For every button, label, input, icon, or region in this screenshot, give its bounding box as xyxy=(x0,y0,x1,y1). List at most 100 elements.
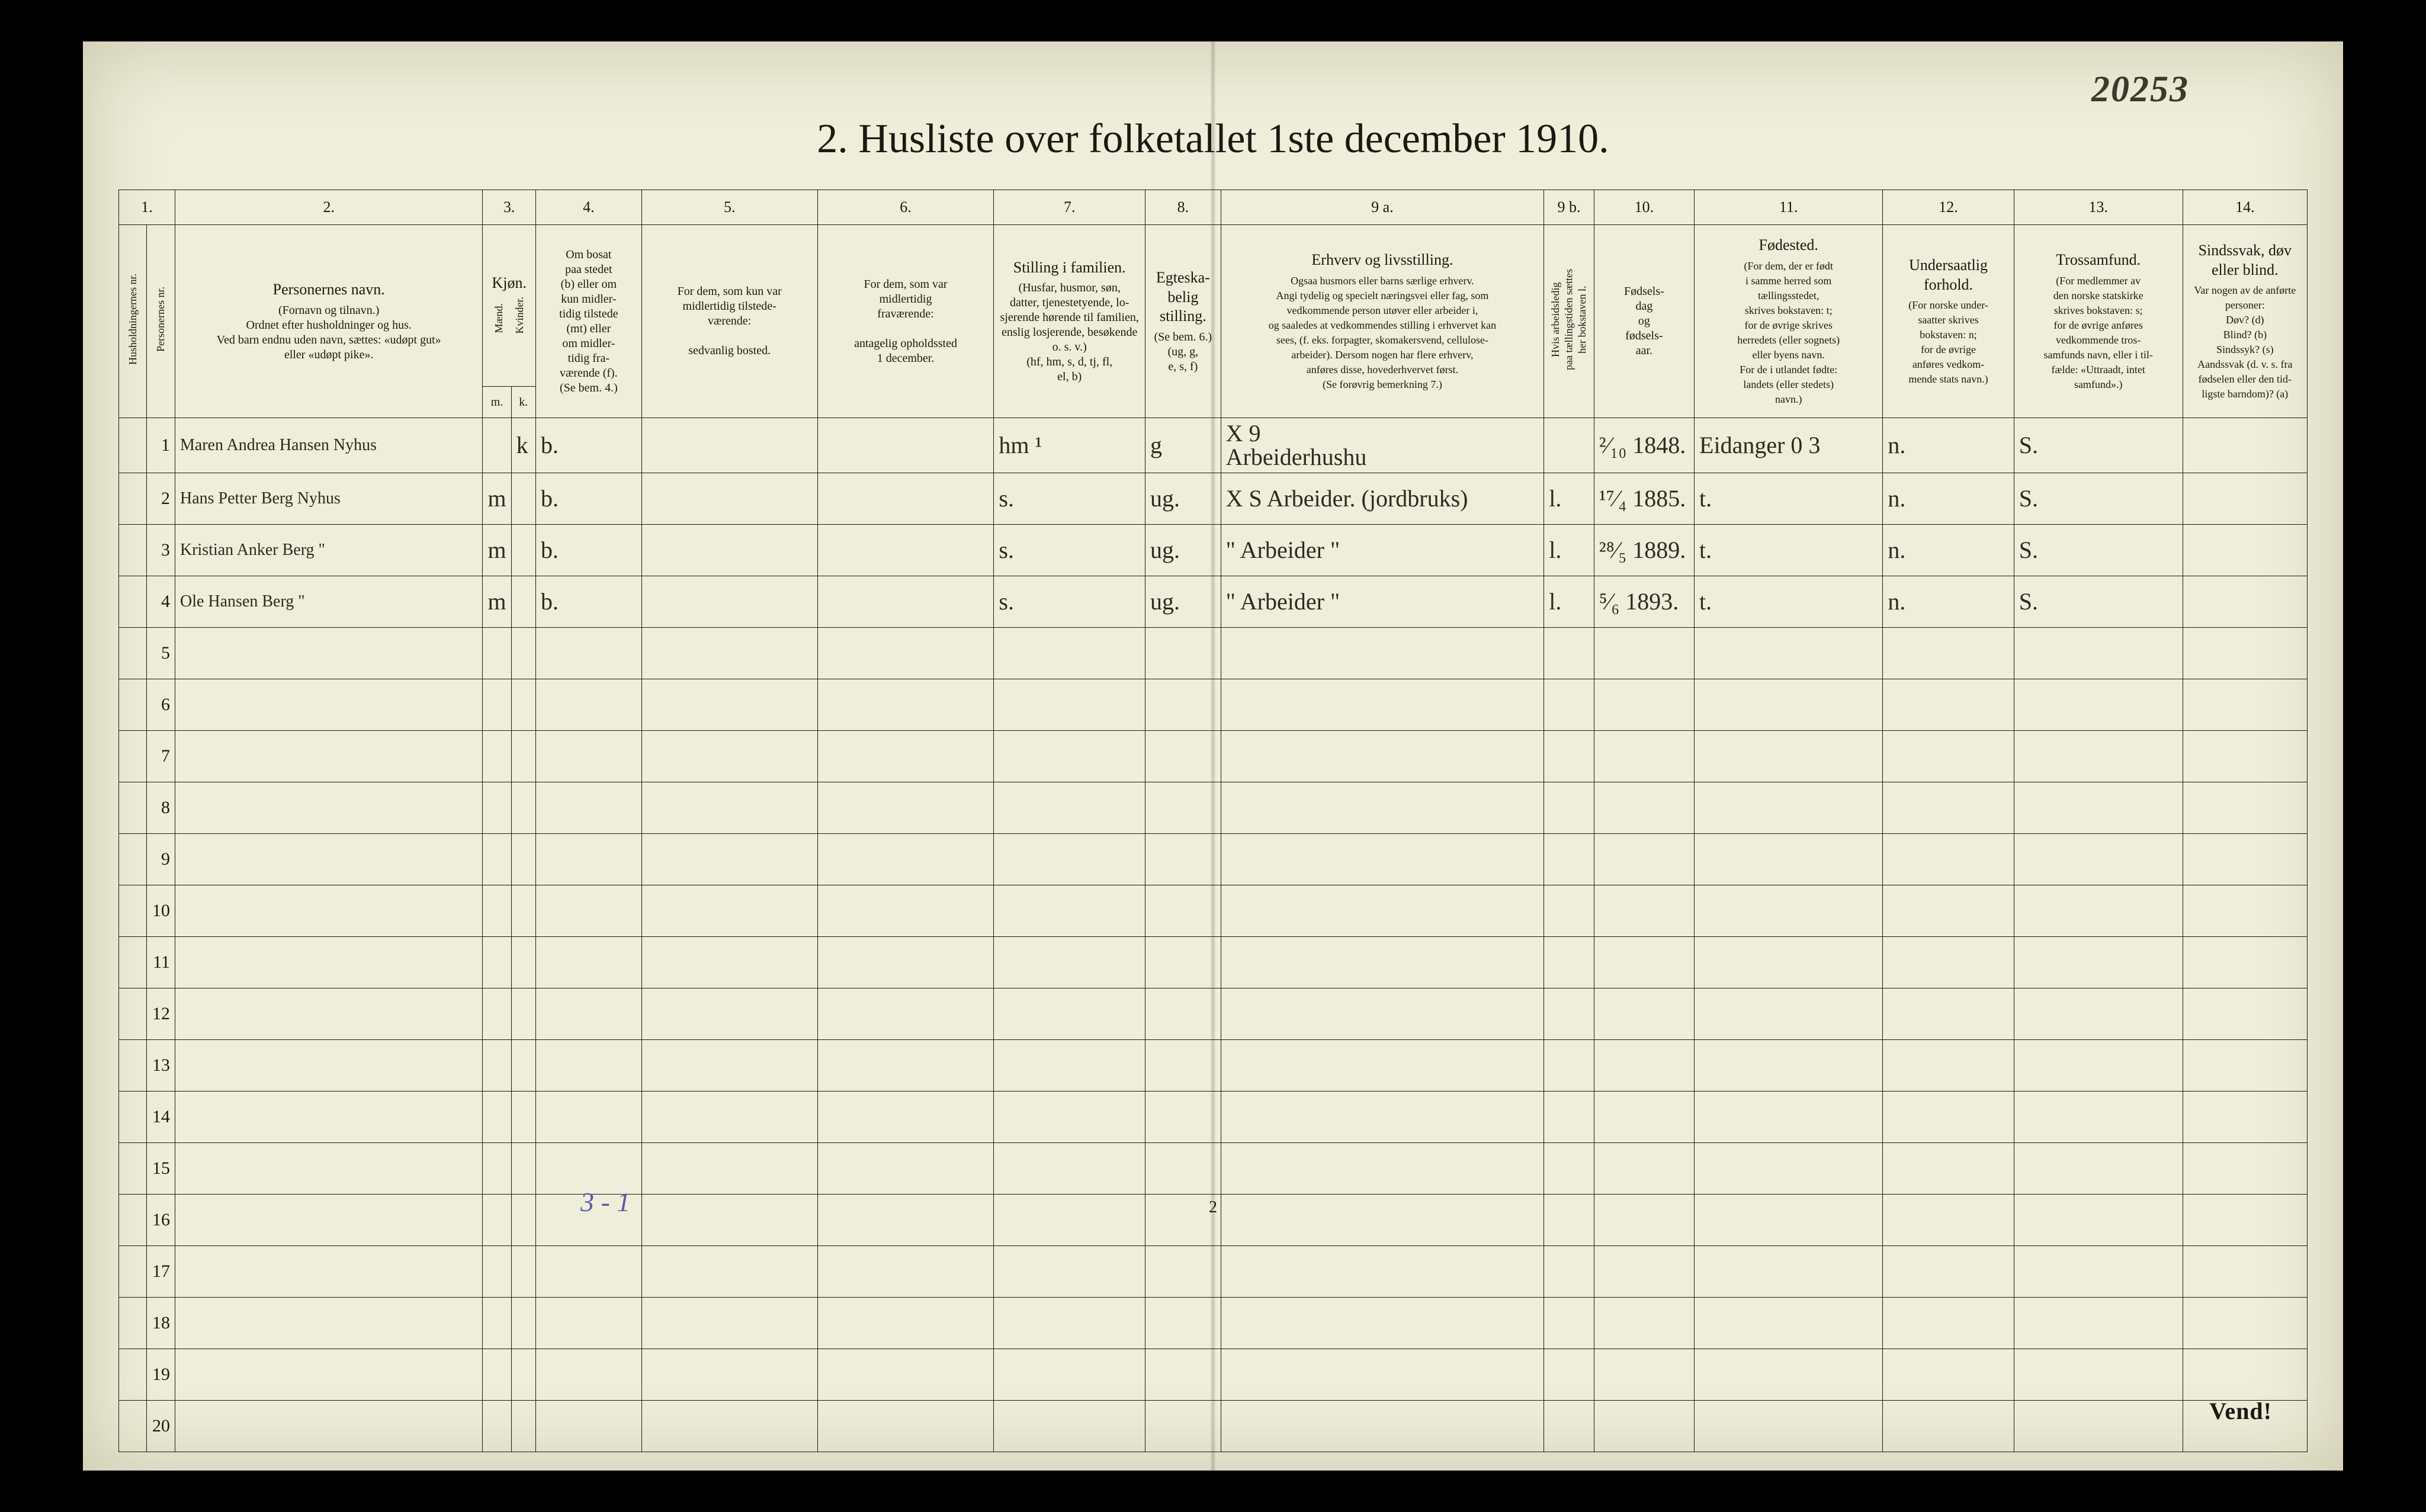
cell-birthdate xyxy=(1594,1349,1694,1401)
colnum-9a: 9 a. xyxy=(1221,190,1544,225)
cell-unemployed: l. xyxy=(1544,576,1594,628)
cell-temp-present xyxy=(641,1195,817,1246)
head-1a: Husholdningernes nr. xyxy=(119,225,147,418)
cell-religion xyxy=(2014,1195,2183,1246)
cell-sex-k xyxy=(511,937,535,988)
cell-religion xyxy=(2014,937,2183,988)
table-row: 6 xyxy=(119,679,2308,731)
cell-sex-m xyxy=(483,1040,511,1092)
table-row: 20 xyxy=(119,1401,2308,1452)
table-row: 11 xyxy=(119,937,2308,988)
cell-unemployed xyxy=(1544,1195,1594,1246)
cell-disability xyxy=(2183,1195,2307,1246)
ledger-body: 1Maren Andrea Hansen Nyhuskb.hm ¹gX 9 Ar… xyxy=(119,418,2308,1452)
cell-birthdate xyxy=(1594,1401,1694,1452)
rownum-household xyxy=(119,1298,147,1349)
cell-birthdate xyxy=(1594,834,1694,885)
cell-nationality: n. xyxy=(1883,576,2014,628)
colnum-9b: 9 b. xyxy=(1544,190,1594,225)
cell-temp-present xyxy=(641,473,817,525)
cell-religion: S. xyxy=(2014,576,2183,628)
table-row: 3Kristian Anker Berg "mb.s.ug." Arbeider… xyxy=(119,525,2308,576)
cell-disability xyxy=(2183,473,2307,525)
cell-residence: b. xyxy=(536,418,642,473)
table-row: 10 xyxy=(119,885,2308,937)
cell-birthplace xyxy=(1695,1195,1883,1246)
cell-religion xyxy=(2014,1298,2183,1349)
cell-disability xyxy=(2183,679,2307,731)
cell-occupation xyxy=(1221,782,1544,834)
cell-name xyxy=(175,782,482,834)
cell-birthdate xyxy=(1594,628,1694,679)
cell-disability xyxy=(2183,1349,2307,1401)
table-row: 2Hans Petter Berg Nyhusmb.s.ug.X S Arbei… xyxy=(119,473,2308,525)
cell-unemployed: l. xyxy=(1544,473,1594,525)
table-row: 18 xyxy=(119,1298,2308,1349)
head-2-body: (Fornavn og tilnavn.) Ordnet efter husho… xyxy=(217,304,441,361)
printed-page-number: 2 xyxy=(1209,1199,1217,1216)
table-row: 4Ole Hansen Berg "mb.s.ug." Arbeider "l.… xyxy=(119,576,2308,628)
rownum-household xyxy=(119,418,147,473)
colnum-14: 14. xyxy=(2183,190,2307,225)
cell-sex-m xyxy=(483,885,511,937)
cell-sex-k xyxy=(511,834,535,885)
cell-sex-k: k xyxy=(511,418,535,473)
rownum-person: 5 xyxy=(147,628,175,679)
cell-name: Ole Hansen Berg " xyxy=(175,576,482,628)
cell-marital xyxy=(1145,1401,1221,1452)
cell-residence xyxy=(536,937,642,988)
cell-sex-m: m xyxy=(483,576,511,628)
head-1b-label: Personernes nr. xyxy=(154,287,168,352)
cell-disability xyxy=(2183,525,2307,576)
cell-marital xyxy=(1145,885,1221,937)
cell-disability xyxy=(2183,1298,2307,1349)
scanned-page: 20253 2. Husliste over folketallet 1ste … xyxy=(83,41,2343,1471)
head-8-body: (Se bem. 6.) (ug, g, e, s, f) xyxy=(1154,330,1212,373)
cell-residence xyxy=(536,988,642,1040)
vend-label: Vend! xyxy=(2209,1399,2272,1423)
cell-family-position: s. xyxy=(994,576,1145,628)
head-11: Fødested. (For dem, der er født i samme … xyxy=(1695,225,1883,418)
rownum-household xyxy=(119,1092,147,1143)
cell-temp-present xyxy=(641,679,817,731)
cell-temp-present xyxy=(641,418,817,473)
cell-marital xyxy=(1145,1092,1221,1143)
cell-occupation xyxy=(1221,1195,1544,1246)
cell-family-position xyxy=(994,1298,1145,1349)
cell-occupation xyxy=(1221,1246,1544,1298)
cell-temp-absent xyxy=(817,473,994,525)
cell-sex-k xyxy=(511,885,535,937)
cell-religion xyxy=(2014,782,2183,834)
head-12-title: Undersaatlig forhold. xyxy=(1888,256,2008,294)
cell-residence xyxy=(536,1349,642,1401)
rownum-household xyxy=(119,1040,147,1092)
rownum-person: 8 xyxy=(147,782,175,834)
cell-marital xyxy=(1145,1143,1221,1195)
cell-sex-k xyxy=(511,731,535,782)
rownum-person: 20 xyxy=(147,1401,175,1452)
cell-unemployed xyxy=(1544,782,1594,834)
cell-name: Kristian Anker Berg " xyxy=(175,525,482,576)
cell-marital xyxy=(1145,1349,1221,1401)
cell-occupation xyxy=(1221,1143,1544,1195)
cell-birthplace xyxy=(1695,885,1883,937)
cell-birthdate xyxy=(1594,885,1694,937)
table-row: 5 xyxy=(119,628,2308,679)
cell-religion xyxy=(2014,885,2183,937)
head-14: Sindssvak, døv eller blind. Var nogen av… xyxy=(2183,225,2307,418)
cell-name xyxy=(175,988,482,1040)
colnum-13: 13. xyxy=(2014,190,2183,225)
cell-family-position xyxy=(994,628,1145,679)
cell-temp-absent xyxy=(817,1349,994,1401)
cell-name xyxy=(175,937,482,988)
cell-occupation xyxy=(1221,937,1544,988)
cell-occupation xyxy=(1221,1040,1544,1092)
head-11-body: (For dem, der er født i samme herred som… xyxy=(1737,260,1840,405)
cell-sex-k xyxy=(511,525,535,576)
cell-unemployed xyxy=(1544,937,1594,988)
cell-nationality xyxy=(1883,1349,2014,1401)
cell-nationality xyxy=(1883,679,2014,731)
cell-religion xyxy=(2014,1040,2183,1092)
cell-nationality xyxy=(1883,885,2014,937)
head-10: Fødsels- dag og fødsels- aar. xyxy=(1594,225,1694,418)
